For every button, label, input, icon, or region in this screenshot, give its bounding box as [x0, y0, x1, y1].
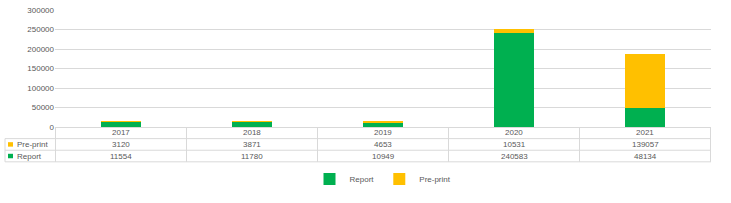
svg-text:10531: 10531	[503, 140, 526, 149]
svg-text:100000: 100000	[27, 84, 54, 93]
svg-text:2017: 2017	[112, 128, 130, 137]
svg-text:2020: 2020	[505, 128, 523, 137]
svg-text:Pre-print: Pre-print	[17, 140, 48, 149]
svg-text:Report: Report	[350, 175, 375, 184]
svg-text:Report: Report	[17, 152, 42, 161]
svg-text:300000: 300000	[27, 6, 54, 15]
svg-text:10949: 10949	[372, 152, 395, 161]
svg-text:48134: 48134	[634, 152, 657, 161]
svg-text:11554: 11554	[110, 152, 132, 161]
svg-text:2018: 2018	[243, 128, 261, 137]
svg-text:0: 0	[50, 123, 55, 132]
svg-text:3871: 3871	[243, 140, 261, 149]
svg-text:240583: 240583	[501, 152, 528, 161]
svg-text:11780: 11780	[241, 152, 263, 161]
svg-text:2021: 2021	[636, 128, 654, 137]
svg-text:Pre-print: Pre-print	[419, 175, 450, 184]
svg-text:50000: 50000	[32, 103, 55, 112]
svg-text:2019: 2019	[374, 128, 392, 137]
svg-text:139057: 139057	[632, 140, 659, 149]
svg-text:250000: 250000	[27, 25, 54, 34]
svg-text:3120: 3120	[112, 140, 130, 149]
svg-text:4653: 4653	[374, 140, 392, 149]
svg-text:200000: 200000	[27, 45, 54, 54]
svg-text:150000: 150000	[27, 64, 54, 73]
